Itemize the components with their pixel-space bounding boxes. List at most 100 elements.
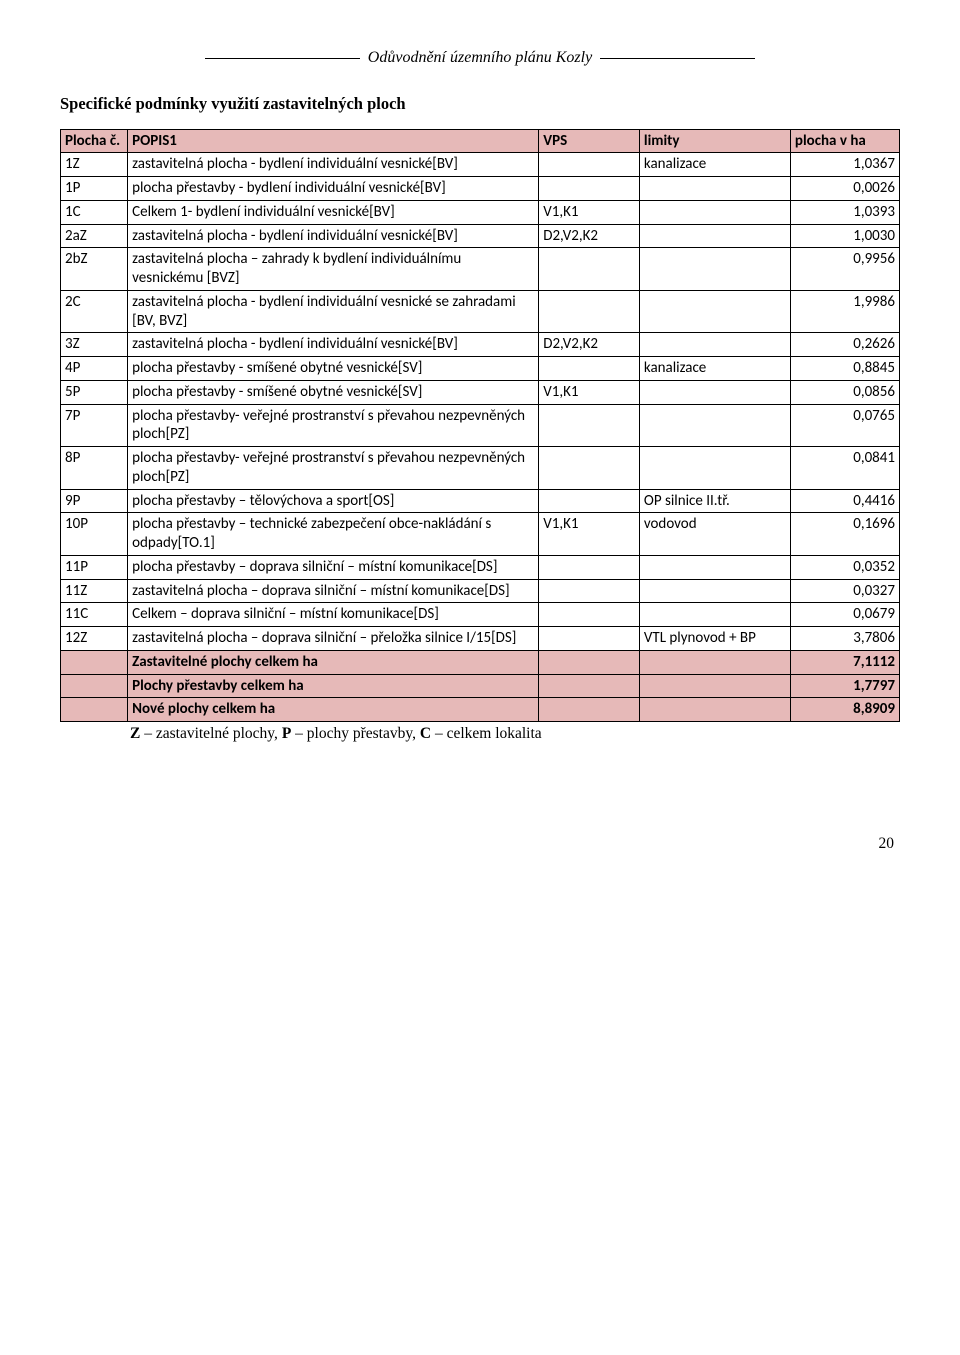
cell-desc: zastavitelná plocha - bydlení individuál…	[128, 333, 539, 357]
table-row: 11Pplocha přestavby – doprava silniční –…	[61, 555, 900, 579]
cell-desc: plocha přestavby- veřejné prostranství s…	[128, 404, 539, 447]
cell-vps	[539, 290, 640, 333]
cell-desc: plocha přestavby - bydlení individuální …	[128, 177, 539, 201]
cell-id: 11C	[61, 603, 128, 627]
cell-lim	[639, 555, 790, 579]
summary-row: Plochy přestavby celkem ha 1,7797	[61, 674, 900, 698]
table-row: 3Zzastavitelná plocha - bydlení individu…	[61, 333, 900, 357]
cell-area: 3,7806	[790, 627, 899, 651]
table-row: 4Pplocha přestavby - smíšené obytné vesn…	[61, 357, 900, 381]
document-header: Odůvodnění územního plánu Kozly	[60, 48, 900, 68]
page-number: 20	[60, 834, 900, 853]
table-header-row: Plocha č. POPIS1 VPS limity plocha v ha	[61, 129, 900, 153]
cell-desc: zastavitelná plocha - bydlení individuál…	[128, 290, 539, 333]
cell-id: 11Z	[61, 579, 128, 603]
cell-vps: D2,V2,K2	[539, 333, 640, 357]
cell-vps	[539, 404, 640, 447]
cell-desc: zastavitelná plocha - bydlení individuál…	[128, 153, 539, 177]
cell-desc: zastavitelná plocha – doprava silniční –…	[128, 627, 539, 651]
cell-lim	[639, 177, 790, 201]
col-header-id: Plocha č.	[61, 129, 128, 153]
cell-vps: V1,K1	[539, 200, 640, 224]
cell-desc: plocha přestavby - smíšené obytné vesnic…	[128, 380, 539, 404]
cell-id: 1P	[61, 177, 128, 201]
cell-id: 2bZ	[61, 248, 128, 291]
table-row: 2bZzastavitelná plocha – zahrady k bydle…	[61, 248, 900, 291]
cell-area: 0,2626	[790, 333, 899, 357]
cell-lim	[639, 200, 790, 224]
table-row: 1Pplocha přestavby - bydlení individuáln…	[61, 177, 900, 201]
table-row: 9Pplocha přestavby – tělovýchova a sport…	[61, 489, 900, 513]
cell-area: 1,0367	[790, 153, 899, 177]
section-heading: Specifické podmínky využití zastavitelný…	[60, 94, 900, 115]
cell-vps	[539, 357, 640, 381]
summary-row: Nové plochy celkem ha 8,8909	[61, 698, 900, 722]
cell-area: 1,0393	[790, 200, 899, 224]
summary-cell-desc: Nové plochy celkem ha	[128, 698, 539, 722]
legend-z-key: Z	[130, 725, 140, 742]
cell-vps	[539, 603, 640, 627]
cell-area: 0,0856	[790, 380, 899, 404]
legend-c-text: – celkem lokalita	[431, 725, 542, 742]
cell-id: 7P	[61, 404, 128, 447]
legend-z-text: – zastavitelné plochy,	[140, 725, 281, 742]
cell-area: 0,0765	[790, 404, 899, 447]
summary-cell-desc: Plochy přestavby celkem ha	[128, 674, 539, 698]
cell-desc: plocha přestavby – technické zabezpečení…	[128, 513, 539, 556]
cell-id: 2aZ	[61, 224, 128, 248]
cell-lim	[639, 603, 790, 627]
cell-id: 5P	[61, 380, 128, 404]
cell-desc: zastavitelná plocha – doprava silniční –…	[128, 579, 539, 603]
table-row: 7Pplocha přestavby- veřejné prostranství…	[61, 404, 900, 447]
cell-vps	[539, 555, 640, 579]
cell-area: 0,0679	[790, 603, 899, 627]
cell-id: 9P	[61, 489, 128, 513]
cell-id: 3Z	[61, 333, 128, 357]
summary-cell-empty	[61, 674, 128, 698]
col-header-desc: POPIS1	[128, 129, 539, 153]
cell-lim	[639, 333, 790, 357]
col-header-lim: limity	[639, 129, 790, 153]
cell-lim	[639, 248, 790, 291]
cell-vps: V1,K1	[539, 513, 640, 556]
cell-desc: plocha přestavby - smíšené obytné vesnic…	[128, 357, 539, 381]
summary-cell-empty	[61, 650, 128, 674]
summary-cell-area: 8,8909	[790, 698, 899, 722]
summary-cell-desc: Zastavitelné plochy celkem ha	[128, 650, 539, 674]
summary-cell-empty	[61, 698, 128, 722]
cell-area: 0,0352	[790, 555, 899, 579]
cell-id: 11P	[61, 555, 128, 579]
table-row: 8Pplocha přestavby- veřejné prostranství…	[61, 447, 900, 490]
cell-lim: vodovod	[639, 513, 790, 556]
table-row: 2aZzastavitelná plocha - bydlení individ…	[61, 224, 900, 248]
table-row: 5Pplocha přestavby - smíšené obytné vesn…	[61, 380, 900, 404]
col-header-area: plocha v ha	[790, 129, 899, 153]
cell-area: 0,0327	[790, 579, 899, 603]
legend-c-key: C	[420, 725, 431, 742]
cell-desc: Celkem – doprava silniční – místní komun…	[128, 603, 539, 627]
cell-vps	[539, 489, 640, 513]
summary-row: Zastavitelné plochy celkem ha7,1112	[61, 650, 900, 674]
table-row: 2Czastavitelná plocha - bydlení individu…	[61, 290, 900, 333]
summary-cell-area: 1,7797	[790, 674, 899, 698]
summary-cell-empty	[539, 650, 640, 674]
cell-vps	[539, 447, 640, 490]
cell-area: 1,0030	[790, 224, 899, 248]
cell-desc: zastavitelná plocha - bydlení individuál…	[128, 224, 539, 248]
legend-p-text: – plochy přestavby,	[291, 725, 420, 742]
cell-id: 12Z	[61, 627, 128, 651]
summary-cell-empty	[639, 698, 790, 722]
table-body: 1Zzastavitelná plocha - bydlení individu…	[61, 153, 900, 722]
cell-lim: OP silnice II.tř.	[639, 489, 790, 513]
cell-vps: D2,V2,K2	[539, 224, 640, 248]
table-row: 11CCelkem – doprava silniční – místní ko…	[61, 603, 900, 627]
cell-lim	[639, 579, 790, 603]
cell-desc: zastavitelná plocha – zahrady k bydlení …	[128, 248, 539, 291]
cell-vps	[539, 627, 640, 651]
cell-vps	[539, 248, 640, 291]
cell-id: 2C	[61, 290, 128, 333]
cell-lim	[639, 224, 790, 248]
table-legend: Z – zastavitelné plochy, P – plochy přes…	[60, 724, 900, 743]
table-row: 1Zzastavitelná plocha - bydlení individu…	[61, 153, 900, 177]
cell-vps	[539, 177, 640, 201]
